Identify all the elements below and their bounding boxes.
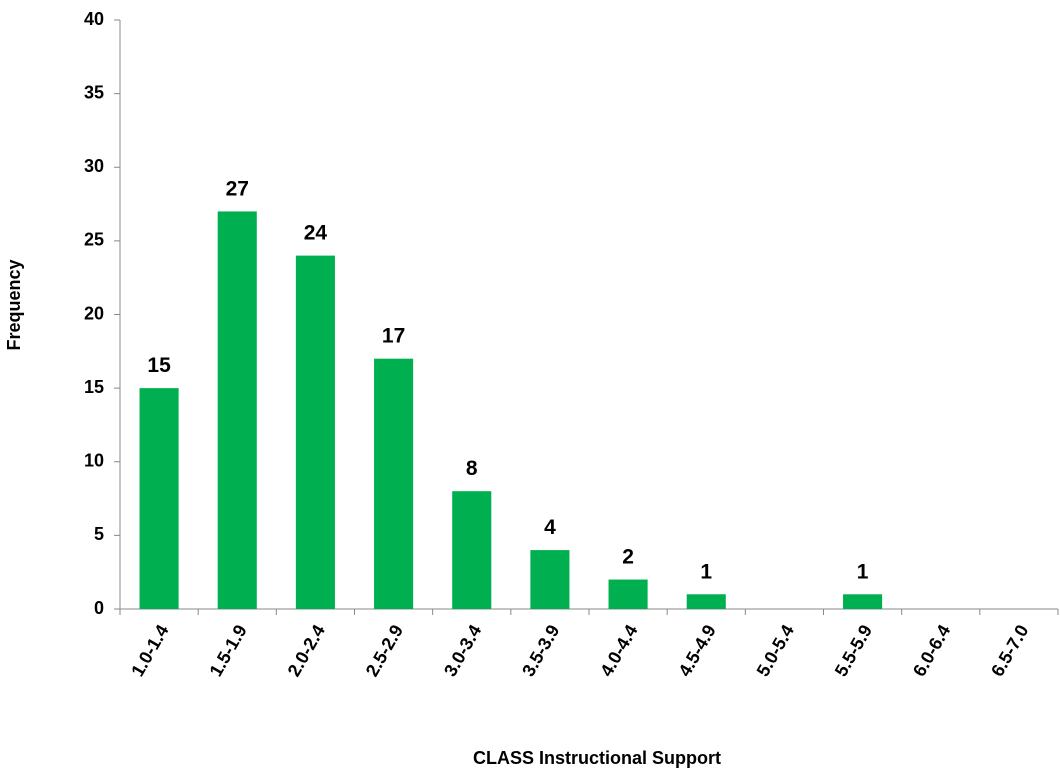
y-tick-label: 10 bbox=[84, 451, 104, 471]
y-tick-label: 0 bbox=[94, 598, 104, 618]
data-label: 2 bbox=[622, 546, 634, 569]
x-tick-label: 2.0-2.4 bbox=[284, 621, 329, 680]
data-label: 1 bbox=[857, 560, 869, 583]
x-tick-label: 6.5-7.0 bbox=[987, 621, 1032, 680]
bar bbox=[843, 594, 883, 609]
data-label: 1 bbox=[700, 560, 712, 583]
x-tick-label: 6.0-6.4 bbox=[909, 621, 954, 680]
data-label: 15 bbox=[147, 354, 171, 377]
y-tick-label: 35 bbox=[84, 82, 104, 102]
data-label: 17 bbox=[382, 325, 405, 348]
x-tick-label: 3.0-3.4 bbox=[440, 621, 485, 680]
data-label: 4 bbox=[544, 516, 556, 539]
x-axis-title: CLASS Instructional Support bbox=[473, 748, 721, 768]
y-tick-label: 20 bbox=[84, 303, 104, 323]
data-label: 27 bbox=[226, 177, 249, 200]
bar bbox=[530, 550, 570, 609]
x-tick-label: 5.5-5.9 bbox=[831, 621, 876, 680]
bar bbox=[686, 594, 726, 609]
x-tick-label: 3.5-3.9 bbox=[518, 621, 563, 680]
data-label: 24 bbox=[304, 222, 328, 245]
bar bbox=[139, 388, 179, 609]
x-tick-label: 1.0-1.4 bbox=[127, 621, 172, 680]
bar bbox=[217, 211, 257, 610]
x-tick-label: 4.0-4.4 bbox=[596, 621, 641, 680]
bar bbox=[608, 579, 648, 609]
x-tick-label: 1.5-1.9 bbox=[205, 621, 250, 680]
x-tick-label: 4.5-4.9 bbox=[674, 621, 719, 680]
data-label: 8 bbox=[466, 457, 478, 480]
bar bbox=[374, 358, 414, 609]
y-axis-title: Frequency bbox=[4, 259, 24, 350]
bar bbox=[295, 255, 335, 609]
y-tick-label: 5 bbox=[94, 524, 104, 544]
x-tick-label: 2.5-2.9 bbox=[362, 621, 407, 680]
bar bbox=[452, 491, 492, 609]
x-tick-label: 5.0-5.4 bbox=[753, 621, 798, 680]
y-tick-label: 40 bbox=[84, 9, 104, 29]
y-tick-label: 30 bbox=[84, 156, 104, 176]
y-tick-label: 25 bbox=[84, 230, 104, 250]
y-tick-label: 15 bbox=[84, 377, 104, 397]
